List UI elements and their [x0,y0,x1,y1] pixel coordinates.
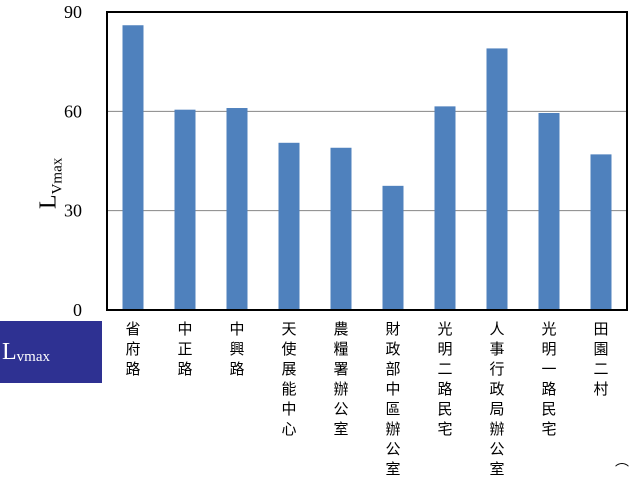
x-tick-label: 光明一路民宅 [541,320,556,438]
y-tick-label: 90 [64,2,82,22]
bar [330,147,352,310]
x-tick-label: 天使展能中心 [281,320,296,438]
bar [174,109,196,310]
bar [278,142,300,310]
x-tick-label: 中正路 [177,320,192,378]
bar [434,106,456,310]
plot-frame [106,11,628,311]
x-tick-label: 中興路 [229,320,244,378]
bar [486,48,508,311]
bar [590,154,612,310]
corner-mark: ⌒ [615,463,629,479]
bar [382,185,404,310]
x-tick-label: 光明二路民宅 [437,320,452,438]
y-tick-label: 30 [64,201,82,221]
bar [538,112,560,310]
x-tick-label: 人事行政局辦公室 [489,320,504,478]
bar [122,25,144,310]
y-tick-label: 0 [73,300,82,320]
y-tick-label: 60 [64,101,82,121]
bar [226,108,248,311]
x-tick-label: 農糧署辦公室 [333,320,348,438]
x-tick-label: 財政部中區辦公室 [385,320,400,478]
y-axis-label: LVmax [35,157,66,210]
x-tick-label: 省府路 [125,320,140,378]
x-tick-label: 田園二村 [593,320,608,398]
